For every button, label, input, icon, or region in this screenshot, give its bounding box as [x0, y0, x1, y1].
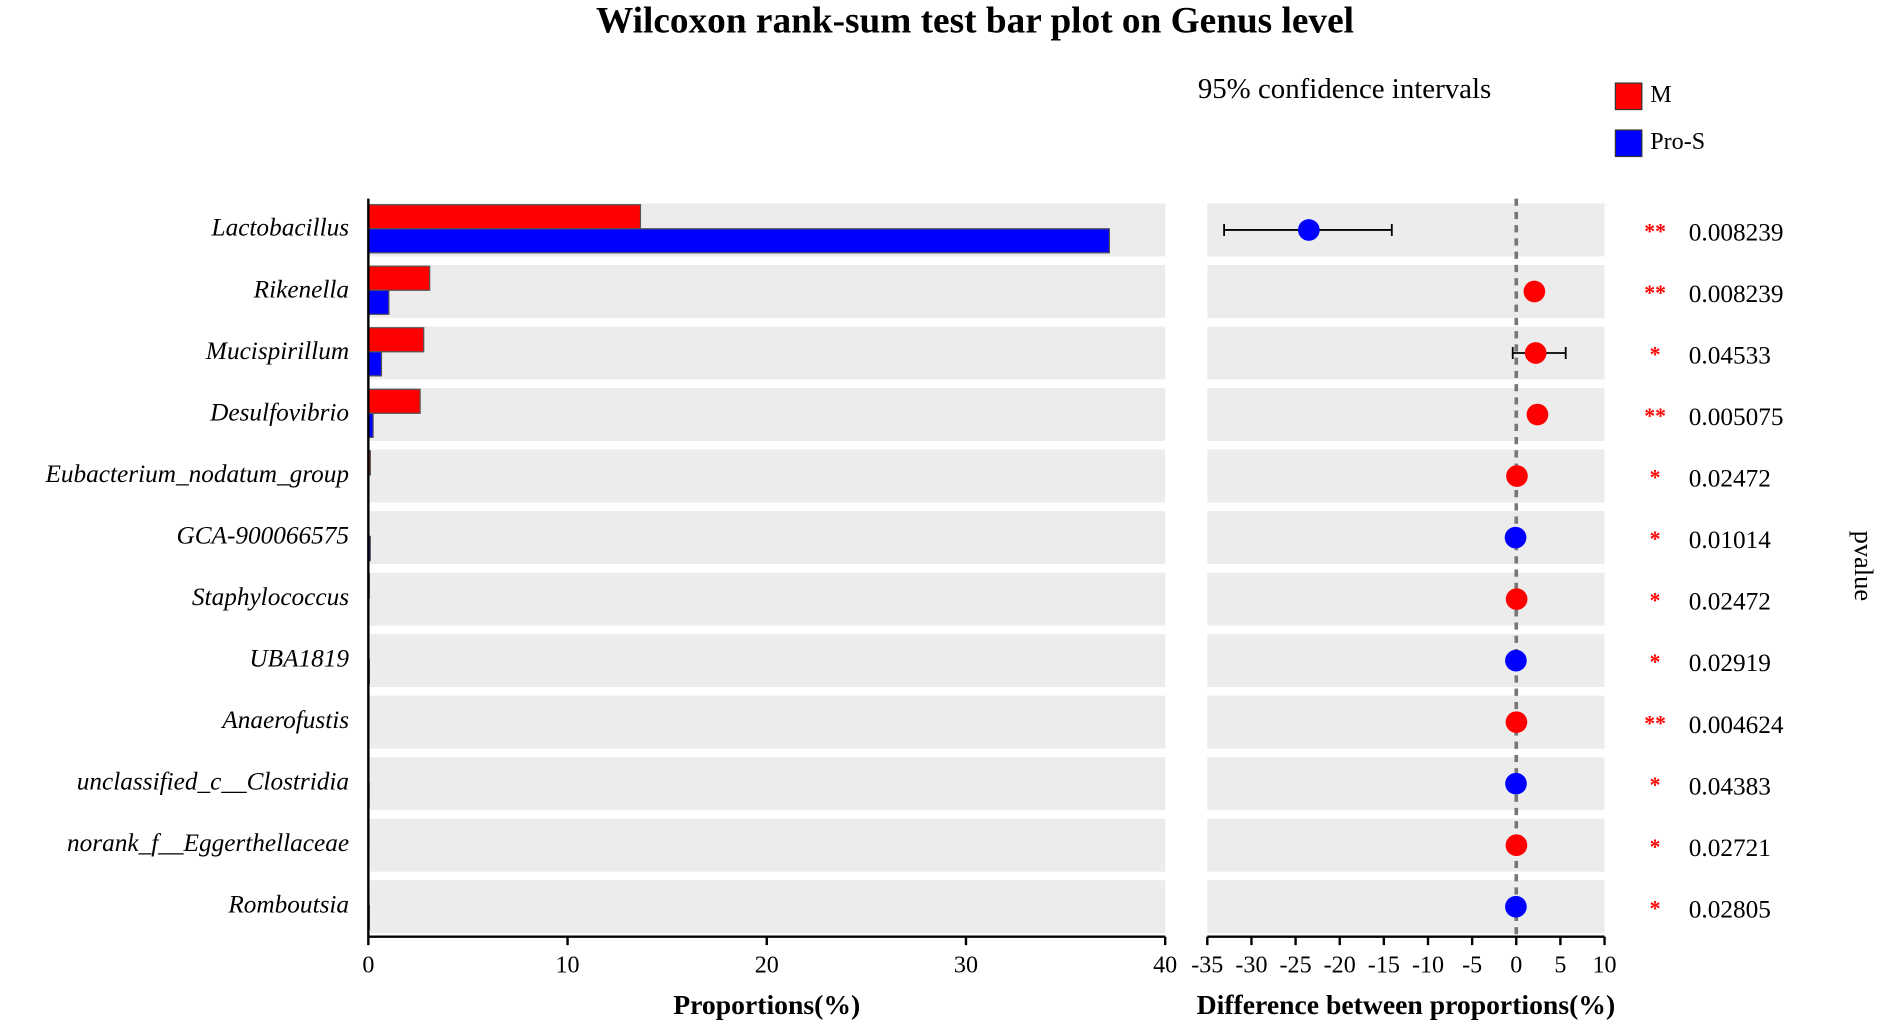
y-tick-label: unclassified_c__Clostridia	[77, 767, 349, 795]
row-band	[1207, 880, 1605, 934]
x-axis-label: Proportions(%)	[673, 989, 860, 1020]
x-tick-label: -35	[1191, 952, 1223, 978]
pvalue-label: 0.02721	[1689, 834, 1771, 862]
y-axis-label: pvalue	[1849, 531, 1879, 602]
pvalue-label: 0.02919	[1689, 649, 1771, 677]
bar	[367, 351, 383, 377]
bar	[367, 228, 1111, 254]
x-tick-label: 10	[1593, 952, 1617, 978]
point	[1506, 465, 1528, 487]
x-tick-label: 0	[1510, 952, 1522, 978]
pvalue-label: 0.005075	[1689, 403, 1784, 431]
x-tick-label: -20	[1324, 952, 1356, 978]
pvalue-label: 0.004624	[1689, 711, 1784, 739]
x-tick-label: -15	[1368, 952, 1400, 978]
point	[1523, 280, 1546, 303]
y-tick-label: norank_f__Eggerthellaceae	[67, 829, 349, 857]
significance: **	[1644, 220, 1666, 244]
row-band	[1207, 818, 1605, 872]
bar	[367, 265, 431, 291]
x-axis-label: Difference between proportions(%)	[1197, 989, 1616, 1020]
x-tick-label: 40	[1153, 952, 1177, 978]
row-band	[368, 449, 1166, 503]
significance: **	[1644, 712, 1666, 736]
point	[1505, 772, 1527, 795]
row-band	[368, 326, 1166, 380]
bar	[367, 204, 642, 230]
row-band	[1207, 449, 1605, 503]
y-tick-label: UBA1819	[249, 644, 349, 672]
row-band	[368, 511, 1166, 565]
point	[1505, 895, 1527, 918]
point	[1505, 711, 1528, 733]
row-band	[1207, 757, 1605, 811]
bar	[367, 327, 425, 353]
row-band	[368, 634, 1166, 688]
y-tick-label: Rikenella	[253, 275, 349, 303]
y-tick-label: Desulfovibrio	[209, 398, 349, 426]
pvalue-label: 0.02472	[1689, 465, 1771, 493]
y-tick-label: Lactobacillus	[211, 214, 350, 242]
significance: **	[1644, 281, 1666, 305]
x-tick-label: -25	[1280, 952, 1312, 978]
legend-label: M	[1650, 82, 1671, 108]
x-tick-label: 10	[556, 952, 580, 978]
row-band	[368, 388, 1166, 442]
bar	[367, 289, 390, 315]
point	[1505, 834, 1528, 857]
row-band	[368, 572, 1166, 626]
pvalue-label: 0.008239	[1689, 280, 1784, 308]
point	[1505, 588, 1528, 610]
chart-title: Wilcoxon rank-sum test bar plot on Genus…	[596, 1, 1354, 42]
y-tick-label: Eubacterium_nodatum_group	[44, 460, 349, 488]
subtitle: 95% confidence intervals	[1198, 73, 1491, 105]
row-band	[368, 757, 1166, 811]
row-band	[1207, 695, 1605, 749]
significance: *	[1650, 343, 1661, 367]
x-tick-label: 5	[1554, 952, 1566, 978]
significance: *	[1650, 896, 1661, 920]
y-tick-label: Staphylococcus	[192, 583, 349, 611]
significance: *	[1650, 527, 1661, 551]
legend-label: Pro-S	[1650, 129, 1705, 155]
point	[1297, 219, 1320, 241]
row-band	[1207, 511, 1605, 565]
significance: **	[1644, 404, 1666, 428]
x-tick-label: 20	[755, 952, 779, 978]
y-tick-label: GCA-900066575	[176, 521, 349, 549]
point	[1505, 649, 1527, 672]
pvalue-label: 0.02472	[1689, 588, 1771, 616]
significance: *	[1650, 773, 1661, 797]
significance: *	[1650, 589, 1661, 613]
pvalue-label: 0.008239	[1689, 219, 1784, 247]
row-band	[1207, 572, 1605, 626]
point	[1526, 403, 1549, 426]
legend-swatch	[1614, 82, 1643, 111]
y-tick-label: Romboutsia	[227, 891, 349, 919]
row-band	[368, 264, 1166, 318]
x-tick-label: -10	[1412, 952, 1444, 978]
y-tick-label: Mucispirillum	[205, 337, 349, 365]
row-band	[1207, 634, 1605, 688]
y-tick-label: Anaerofustis	[220, 706, 349, 734]
significance: *	[1650, 650, 1661, 674]
pvalue-label: 0.02805	[1689, 895, 1771, 923]
point	[1504, 526, 1527, 549]
significance: *	[1650, 466, 1661, 490]
row-band	[368, 880, 1166, 934]
x-tick-label: 30	[954, 952, 978, 978]
bar	[367, 388, 421, 414]
row-band	[368, 695, 1166, 749]
significance: *	[1650, 835, 1661, 859]
pvalue-label: 0.01014	[1689, 526, 1771, 554]
x-tick-label: 0	[362, 952, 374, 978]
x-tick-label: -5	[1462, 952, 1482, 978]
point	[1524, 342, 1547, 364]
x-tick-label: -30	[1235, 952, 1267, 978]
pvalue-label: 0.04383	[1689, 772, 1771, 800]
row-band	[368, 818, 1166, 872]
legend-swatch	[1614, 129, 1643, 158]
pvalue-label: 0.04533	[1689, 342, 1771, 370]
